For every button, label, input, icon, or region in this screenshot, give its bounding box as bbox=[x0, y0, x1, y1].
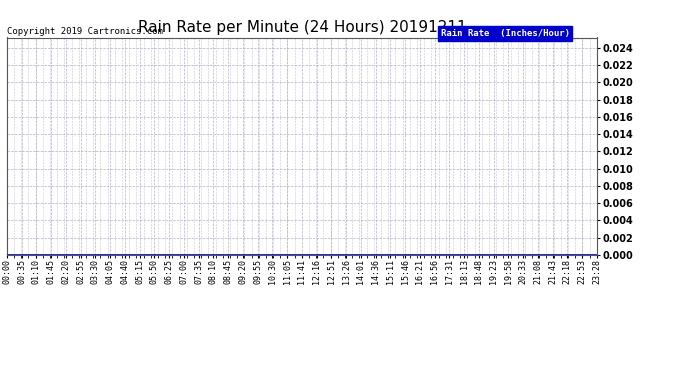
Title: Rain Rate per Minute (24 Hours) 20191211: Rain Rate per Minute (24 Hours) 20191211 bbox=[137, 20, 466, 35]
Text: Rain Rate  (Inches/Hour): Rain Rate (Inches/Hour) bbox=[440, 29, 569, 38]
Text: Copyright 2019 Cartronics.com: Copyright 2019 Cartronics.com bbox=[7, 27, 163, 36]
